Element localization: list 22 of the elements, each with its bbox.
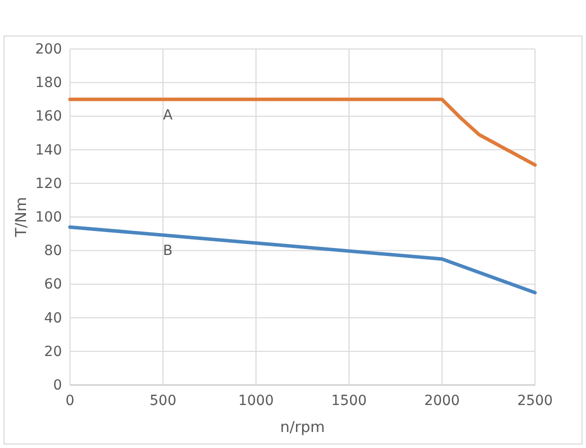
x-tick-label: 0 [66,392,74,409]
x-axis-title: n/rpm [280,418,325,436]
y-tick-label: 80 [44,243,62,260]
line-series [68,98,537,167]
y-tick-label: 40 [44,310,62,326]
y-tick-label: 20 [44,344,62,360]
series-label: A [163,107,173,124]
y-tick-label: 100 [35,209,62,226]
y-tick-label: 60 [44,276,62,293]
x-tick-label: 2000 [424,392,460,409]
y-tick-label: 140 [35,142,62,158]
y-tick-label: 160 [35,108,62,125]
series-label: B [163,243,173,260]
x-tick-label: 500 [150,392,176,409]
y-tick-label: 120 [35,176,62,192]
y-tick-label: 180 [35,75,62,92]
x-tick-label: 1500 [331,392,367,409]
y-tick-label: 200 [35,41,62,58]
x-tick-label: 1000 [238,392,274,409]
y-axis-title: T/Nm [12,196,30,238]
x-tick-label: 2500 [517,392,553,409]
y-tick-label: 0 [53,377,62,394]
